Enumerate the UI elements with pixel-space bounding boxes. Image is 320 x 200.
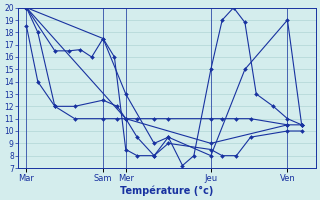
X-axis label: Température (°c): Température (°c)	[120, 185, 213, 196]
